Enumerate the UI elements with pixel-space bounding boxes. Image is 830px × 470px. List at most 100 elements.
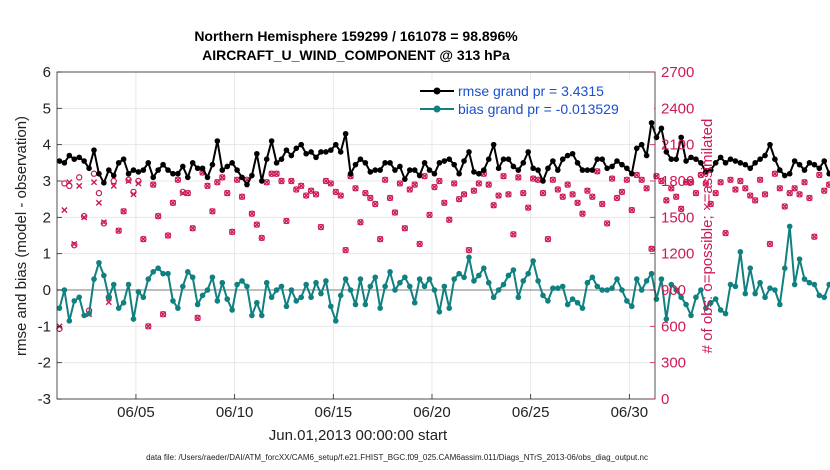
obs-possible-marker — [460, 191, 468, 198]
bias-point — [91, 276, 97, 282]
obs-assimilated-marker — [303, 192, 310, 199]
bias-point — [66, 318, 73, 324]
rmse-point — [219, 167, 226, 173]
rmse-point — [66, 152, 73, 159]
bias-point — [402, 274, 408, 281]
bias-point — [150, 269, 157, 275]
obs-assimilated-marker — [618, 188, 626, 195]
obs-possible-marker — [465, 246, 473, 254]
obs-possible-marker — [317, 223, 325, 231]
obs-possible-marker — [584, 187, 591, 194]
bias-point — [328, 303, 334, 310]
obs-possible-marker — [732, 186, 739, 193]
rmse-point — [135, 169, 142, 175]
bias-point — [722, 310, 729, 317]
rmse-point — [239, 174, 245, 181]
obs-assimilated-marker — [643, 185, 650, 192]
rmse-point — [633, 145, 640, 152]
rmse-point — [392, 167, 398, 173]
rmse-point — [387, 160, 393, 166]
rmse-point — [668, 156, 675, 162]
obs-assimilated-marker — [727, 176, 734, 183]
rmse-point — [762, 152, 768, 159]
obs-possible-marker — [401, 225, 409, 232]
obs-assimilated-marker — [401, 225, 408, 232]
bias-point — [653, 296, 660, 302]
obs-possible-marker — [406, 186, 413, 193]
bias-point — [555, 285, 561, 291]
bias-point — [441, 283, 448, 290]
rmse-point — [737, 160, 744, 166]
rmse-point — [786, 170, 793, 177]
obs-assimilated-marker — [76, 182, 83, 189]
bias-point — [777, 301, 783, 308]
obs-possible-marker — [766, 240, 774, 248]
bias-point — [806, 279, 813, 286]
bias-point — [110, 281, 117, 288]
obs-possible-marker — [677, 205, 685, 213]
obs-possible-marker — [431, 183, 438, 191]
bias-point — [56, 305, 63, 311]
rmse-point — [165, 167, 171, 173]
obs-possible-marker — [115, 227, 122, 234]
bias-point — [663, 316, 670, 322]
bias-point — [707, 299, 714, 306]
rmse-point — [110, 172, 117, 179]
obs-assimilated-marker — [579, 210, 586, 217]
obs-assimilated-marker — [110, 182, 117, 189]
bias-point — [594, 283, 601, 290]
obs-assimilated-marker — [530, 175, 537, 182]
bias-point — [140, 294, 147, 301]
obs-possible-marker — [376, 235, 384, 243]
bias-point — [569, 296, 576, 302]
bias-point — [643, 278, 650, 284]
obs-assimilated-marker — [500, 173, 507, 180]
y-right-tick-label: 2400 — [661, 100, 694, 117]
obs-possible-marker — [120, 208, 127, 215]
rmse-point — [777, 167, 783, 173]
bias-point — [362, 301, 369, 308]
x-tick-label: 06/20 — [413, 404, 451, 421]
obs-assimilated-marker — [495, 192, 502, 199]
bias-point — [609, 285, 615, 291]
bias-point — [397, 279, 403, 286]
bias-point — [219, 279, 226, 286]
obs-assimilated-marker — [534, 176, 542, 183]
bias-point — [61, 287, 68, 293]
rmse-point — [594, 156, 601, 162]
obs-assimilated-marker — [456, 196, 463, 203]
bias-point — [762, 294, 768, 301]
rmse-point — [229, 160, 235, 166]
bias-point — [826, 281, 830, 288]
rmse-point — [678, 134, 684, 141]
obs-possible-marker — [825, 181, 830, 188]
obs-possible-marker — [248, 210, 256, 217]
obs-assimilated-marker — [821, 187, 828, 194]
bias-point — [283, 303, 290, 310]
obs-possible-marker — [702, 180, 710, 187]
rmse-point — [599, 156, 606, 162]
obs-assimilated-marker — [421, 173, 428, 180]
obs-assimilated-marker — [687, 179, 695, 186]
rmse-point — [540, 178, 546, 184]
obs-assimilated-marker — [258, 234, 265, 242]
chart-title: Northern Hemisphere 159299 / 161078 = 98… — [194, 28, 518, 44]
rmse-series — [56, 120, 830, 188]
x-tick-label: 06/15 — [315, 404, 353, 421]
rmse-point — [747, 165, 754, 172]
x-tick-label: 06/30 — [611, 404, 649, 421]
bias-point — [525, 270, 531, 277]
bias-point — [175, 305, 181, 311]
bias-point — [811, 281, 818, 288]
bias-point — [490, 294, 497, 301]
y-right-tick-label: 0 — [661, 391, 669, 408]
obs-possible-marker — [391, 209, 399, 216]
rmse-point — [273, 160, 280, 166]
rmse-point — [180, 163, 186, 170]
obs-possible-marker — [549, 176, 557, 183]
obs-assimilated-marker — [594, 168, 601, 175]
obs-assimilated-marker — [337, 192, 344, 199]
bias-point — [258, 312, 265, 319]
rmse-point — [722, 160, 729, 166]
obs-possible-marker — [717, 179, 724, 186]
